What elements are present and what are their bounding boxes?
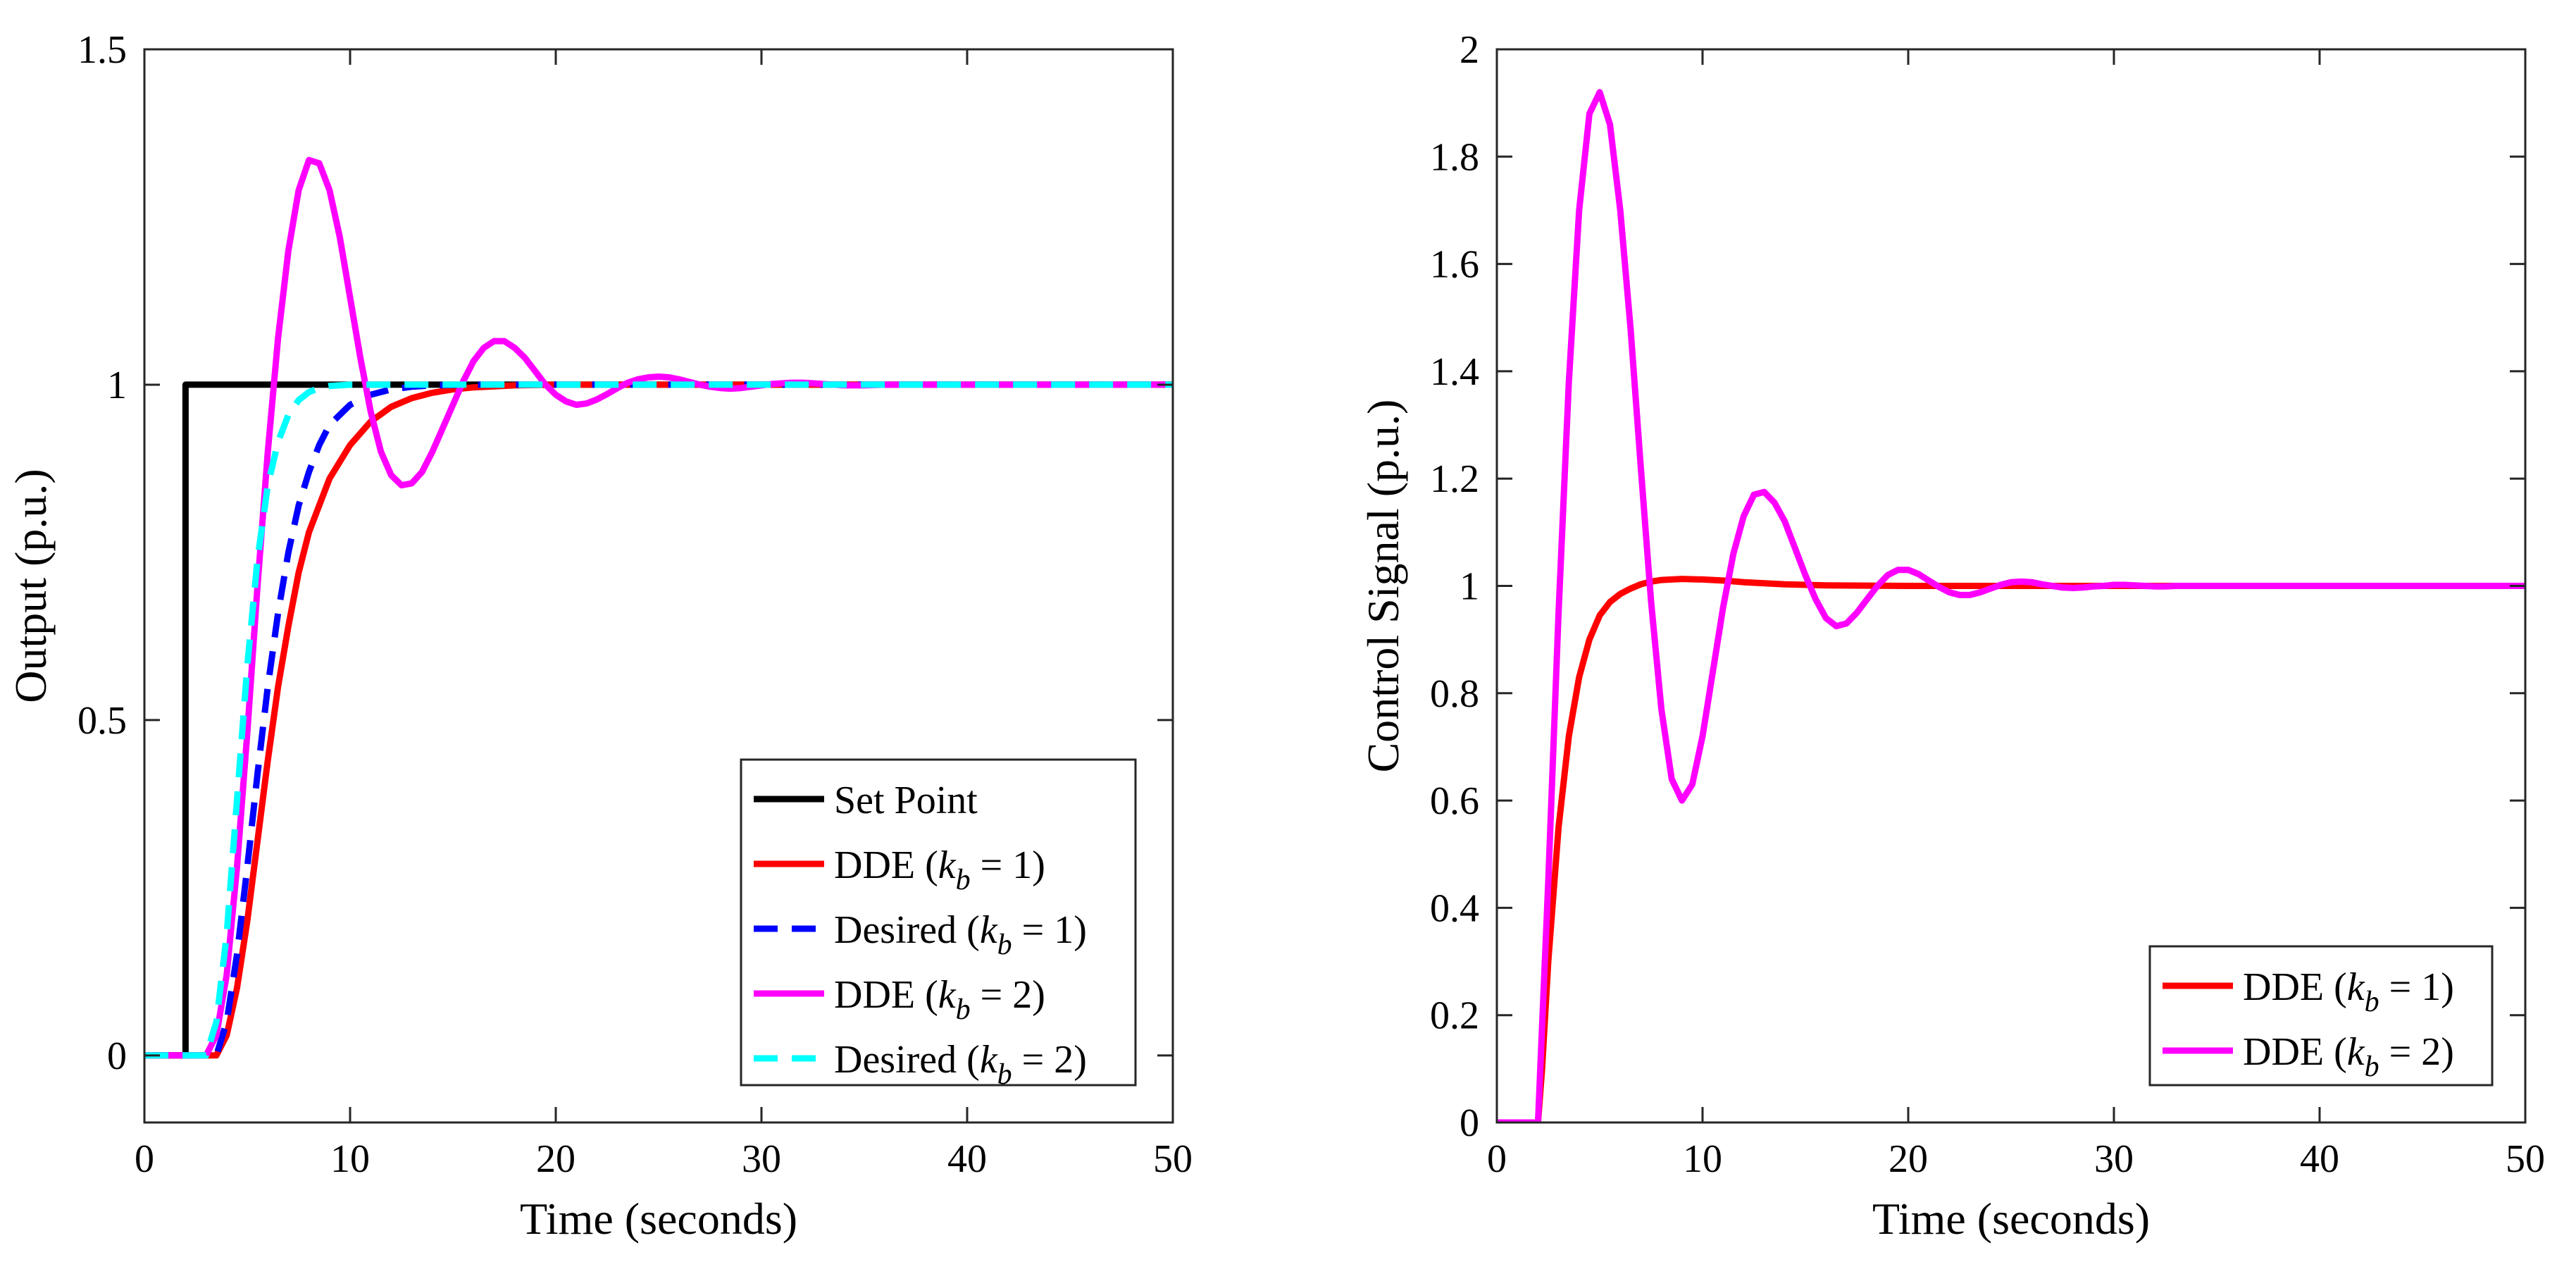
output-axes-box [143,48,1174,1124]
control-legend-part: DDE ( [2243,965,2347,1009]
output-legend-part: b [997,929,1012,961]
control-y-tick-label: 1.2 [1430,457,1479,501]
output-x-tick-label: 10 [330,1137,370,1181]
control-x-tick-label: 30 [2094,1137,2134,1181]
control-x-axis-label: Time (seconds) [1872,1194,2150,1244]
output-chart: 0 10 20 30 40 50 0 0.5 1 1.5 Time (seconds) Output … [6,28,1193,1244]
control-legend-part: b [2365,1051,2379,1083]
output-y-axis-label: Output (p.u.) [6,469,56,703]
output-legend-part: = 2) [971,973,1045,1017]
control-y-tick-label: 1.6 [1430,243,1479,287]
control-x-tick-label: 50 [2506,1137,2545,1181]
output-legend-part: b [956,864,971,896]
control-x-tick-label: 10 [1683,1137,1722,1181]
output-legend-label-0: Set Point [834,779,978,822]
output-legend-part: = 1) [1012,908,1087,952]
control-legend-part: k [2347,965,2365,1009]
output-x-tick-label: 0 [135,1137,154,1181]
output-legend-part: Desired ( [834,1038,980,1082]
output-x-tick-label: 30 [742,1137,781,1181]
output-legend-label-1: DDE (kb = 1) [834,843,1045,896]
output-y-tick-label: 1.5 [77,28,127,72]
output-x-tick-label: 50 [1153,1137,1193,1181]
control-x-tick-label: 40 [2300,1137,2339,1181]
output-x-tick-label: 40 [947,1137,987,1181]
output-legend-part: k [980,908,998,952]
control-legend-box [2148,945,2494,1087]
control-legend-label-0: DDE (kb = 1) [2243,965,2454,1018]
control-y-tick-label: 0.6 [1430,779,1479,823]
output-legend-part: b [997,1058,1012,1091]
output-legend-label-4: Desired (kb = 2) [834,1038,1087,1091]
control-legend-part: = 1) [2379,965,2454,1009]
output-legend-part: k [938,843,957,887]
output-legend-part: Desired ( [834,908,980,952]
output-x-axis-label: Time (seconds) [520,1194,797,1244]
control-legend-part: DDE ( [2243,1030,2347,1074]
output-legend-part: Set Point [834,779,978,822]
control-y-tick-label: 0.8 [1430,672,1479,716]
control-series-0-line [1497,576,2525,1122]
output-legend-part: = 1) [971,843,1045,887]
output-legend-part: DDE ( [834,973,938,1017]
control-x-tick-label: 20 [1889,1137,1928,1181]
control-y-tick-label: 1 [1460,565,1479,609]
control-legend-label-1: DDE (kb = 2) [2243,1030,2454,1083]
output-legend-part: k [938,973,957,1017]
output-y-tick-label: 0 [107,1034,127,1078]
control-legend: DDE (kb = 1)DDE (kb = 2) [2148,945,2494,1087]
control-signal-chart: 0 10 20 30 40 50 0 0.2 0.4 0.6 0.8 1 1.2 1.4 1.6 1.8 2 Ti… [1358,28,2545,1244]
control-y-tick-label: 2 [1460,28,1479,72]
control-y-tick-label: 0 [1460,1101,1479,1145]
control-y-tick-label: 0.2 [1430,994,1479,1038]
control-series-group [1497,89,2525,1122]
control-y-tick-label: 1.4 [1430,350,1479,394]
output-legend-part: k [980,1038,998,1082]
output-legend-part: DDE ( [834,843,938,887]
control-y-axis-label: Control Signal (p.u.) [1358,400,1408,773]
output-series-4-line [144,381,1173,1059]
output-legend-label-2: Desired (kb = 1) [834,908,1087,961]
control-legend-part: = 2) [2379,1030,2454,1074]
output-legend-box [740,758,1137,1087]
control-legend-part: b [2365,986,2379,1018]
output-legend-part: b [956,994,971,1026]
output-x-tick-label: 20 [536,1137,575,1181]
control-y-tick-label: 1.8 [1430,135,1479,179]
control-y-tick-label: 0.4 [1430,886,1479,930]
output-y-tick-label: 1 [107,364,127,407]
output-legend-label-3: DDE (kb = 2) [834,973,1045,1026]
output-legend-part: = 2) [1012,1038,1087,1082]
output-y-tick-label: 0.5 [77,699,127,743]
control-x-tick-label: 0 [1487,1137,1507,1181]
output-series-group [144,156,1173,1059]
control-legend-part: k [2347,1030,2365,1074]
control-series-1-line [1497,89,2525,1122]
